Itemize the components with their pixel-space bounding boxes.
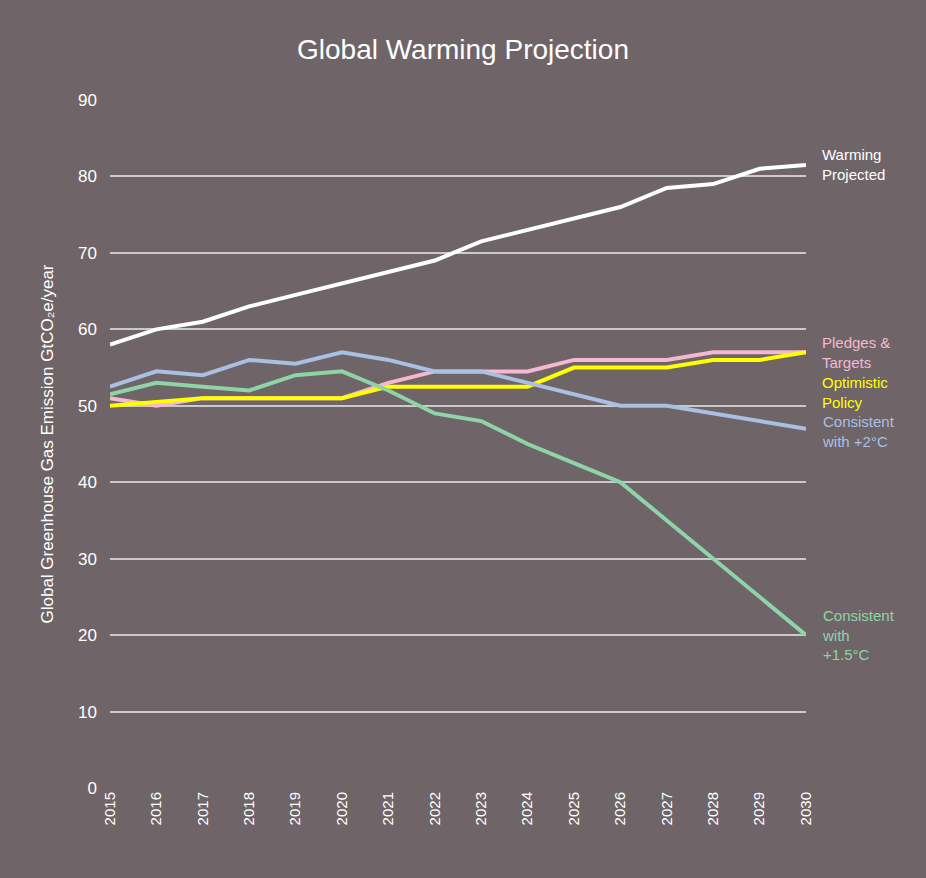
svg-text:2016: 2016 bbox=[147, 792, 164, 825]
svg-text:WarmingProjected: WarmingProjected bbox=[822, 146, 885, 183]
svg-text:2021: 2021 bbox=[379, 792, 396, 825]
svg-text:2017: 2017 bbox=[194, 792, 211, 825]
svg-text:2028: 2028 bbox=[704, 792, 721, 825]
svg-text:2026: 2026 bbox=[611, 792, 628, 825]
svg-text:50: 50 bbox=[78, 397, 97, 416]
svg-text:90: 90 bbox=[78, 91, 97, 110]
svg-text:OptimisticPolicy: OptimisticPolicy bbox=[822, 374, 888, 411]
svg-text:2029: 2029 bbox=[750, 792, 767, 825]
svg-text:0: 0 bbox=[88, 779, 97, 798]
svg-text:2030: 2030 bbox=[797, 792, 814, 825]
svg-text:2018: 2018 bbox=[240, 792, 257, 825]
svg-text:Global Warming Projection: Global Warming Projection bbox=[297, 34, 629, 65]
svg-text:2024: 2024 bbox=[518, 792, 535, 825]
svg-text:2023: 2023 bbox=[472, 792, 489, 825]
svg-text:2025: 2025 bbox=[565, 792, 582, 825]
svg-text:60: 60 bbox=[78, 320, 97, 339]
svg-text:Consistentwith+1.5°C: Consistentwith+1.5°C bbox=[822, 607, 895, 663]
svg-text:2020: 2020 bbox=[333, 792, 350, 825]
svg-text:Consistentwith +2°C: Consistentwith +2°C bbox=[822, 413, 895, 450]
svg-text:40: 40 bbox=[78, 473, 97, 492]
svg-text:80: 80 bbox=[78, 167, 97, 186]
svg-text:10: 10 bbox=[78, 703, 97, 722]
svg-text:2019: 2019 bbox=[286, 792, 303, 825]
svg-text:Pledges &Targets: Pledges &Targets bbox=[822, 334, 890, 371]
svg-text:20: 20 bbox=[78, 626, 97, 645]
svg-text:2022: 2022 bbox=[426, 792, 443, 825]
svg-text:70: 70 bbox=[78, 244, 97, 263]
svg-text:2015: 2015 bbox=[101, 792, 118, 825]
svg-text:30: 30 bbox=[78, 550, 97, 569]
svg-text:2027: 2027 bbox=[658, 792, 675, 825]
svg-text:Global Greenhouse Gas Emission: Global Greenhouse Gas Emission GtCO₂e/ye… bbox=[38, 264, 57, 623]
